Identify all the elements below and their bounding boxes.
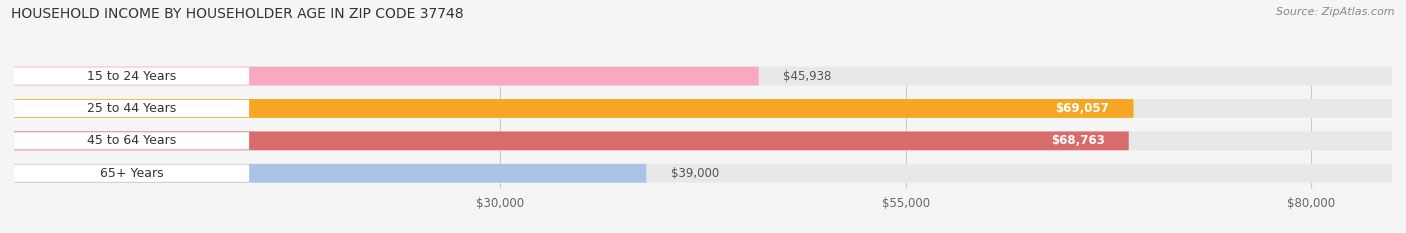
FancyBboxPatch shape xyxy=(14,99,1133,118)
Text: Source: ZipAtlas.com: Source: ZipAtlas.com xyxy=(1277,7,1395,17)
Text: 65+ Years: 65+ Years xyxy=(100,167,163,180)
FancyBboxPatch shape xyxy=(14,164,1392,183)
FancyBboxPatch shape xyxy=(14,99,1392,118)
FancyBboxPatch shape xyxy=(14,67,1392,86)
Text: 15 to 24 Years: 15 to 24 Years xyxy=(87,70,176,82)
Text: 25 to 44 Years: 25 to 44 Years xyxy=(87,102,176,115)
Text: $68,763: $68,763 xyxy=(1050,134,1105,147)
FancyBboxPatch shape xyxy=(14,131,1129,150)
FancyBboxPatch shape xyxy=(14,164,647,183)
Text: $45,938: $45,938 xyxy=(783,70,831,82)
FancyBboxPatch shape xyxy=(14,100,249,117)
FancyBboxPatch shape xyxy=(14,132,249,150)
Text: $39,000: $39,000 xyxy=(671,167,718,180)
FancyBboxPatch shape xyxy=(14,67,249,85)
FancyBboxPatch shape xyxy=(14,67,759,86)
FancyBboxPatch shape xyxy=(14,131,1392,150)
FancyBboxPatch shape xyxy=(14,164,249,182)
Text: $69,057: $69,057 xyxy=(1056,102,1109,115)
Text: HOUSEHOLD INCOME BY HOUSEHOLDER AGE IN ZIP CODE 37748: HOUSEHOLD INCOME BY HOUSEHOLDER AGE IN Z… xyxy=(11,7,464,21)
Text: 45 to 64 Years: 45 to 64 Years xyxy=(87,134,176,147)
